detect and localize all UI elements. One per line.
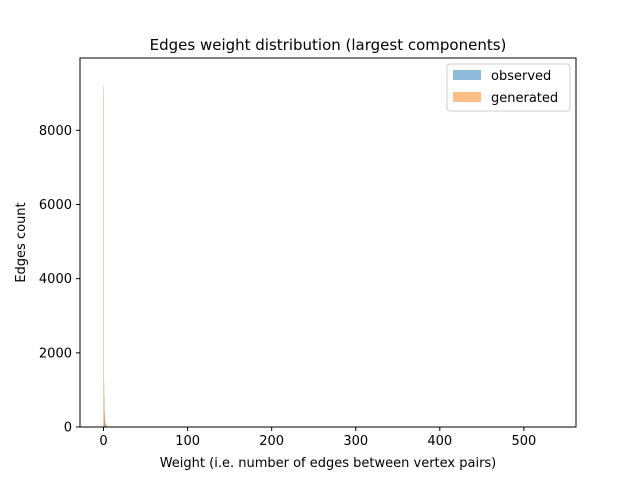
legend-swatch-observed (453, 70, 481, 80)
x-tick-label-100: 100 (175, 434, 200, 449)
y-tick-label-4000: 4000 (39, 272, 72, 287)
y-tick-label-2000: 2000 (39, 346, 72, 361)
legend-label-observed: observed (491, 69, 551, 84)
plot-area: 0 100 200 300 400 500 0 2000 4000 6000 8000 (39, 57, 577, 449)
axes-layer (79, 57, 577, 428)
axes-frame (79, 57, 577, 428)
legend: observed generated (446, 63, 571, 112)
legend-label-generated: generated (491, 91, 558, 106)
bars-layer (103, 85, 108, 428)
x-tick-label-200: 200 (259, 434, 284, 449)
chart-title: Edges weight distribution (largest compo… (150, 36, 507, 54)
y-tick-label-6000: 6000 (39, 198, 72, 213)
x-tick-label-0: 0 (99, 434, 107, 449)
x-tick-label-500: 500 (511, 434, 536, 449)
y-ticks-layer: 0 2000 4000 6000 8000 (39, 124, 80, 436)
y-axis-label: Edges count (14, 202, 29, 282)
x-tick-label-400: 400 (427, 434, 452, 449)
x-axis-label: Weight (i.e. number of edges between ver… (160, 456, 497, 471)
x-tick-label-300: 300 (343, 434, 368, 449)
legend-swatch-generated (453, 92, 481, 102)
y-tick-label-0: 0 (64, 421, 72, 436)
x-ticks-layer: 0 100 200 300 400 500 (99, 427, 536, 449)
y-tick-label-8000: 8000 (39, 124, 72, 139)
